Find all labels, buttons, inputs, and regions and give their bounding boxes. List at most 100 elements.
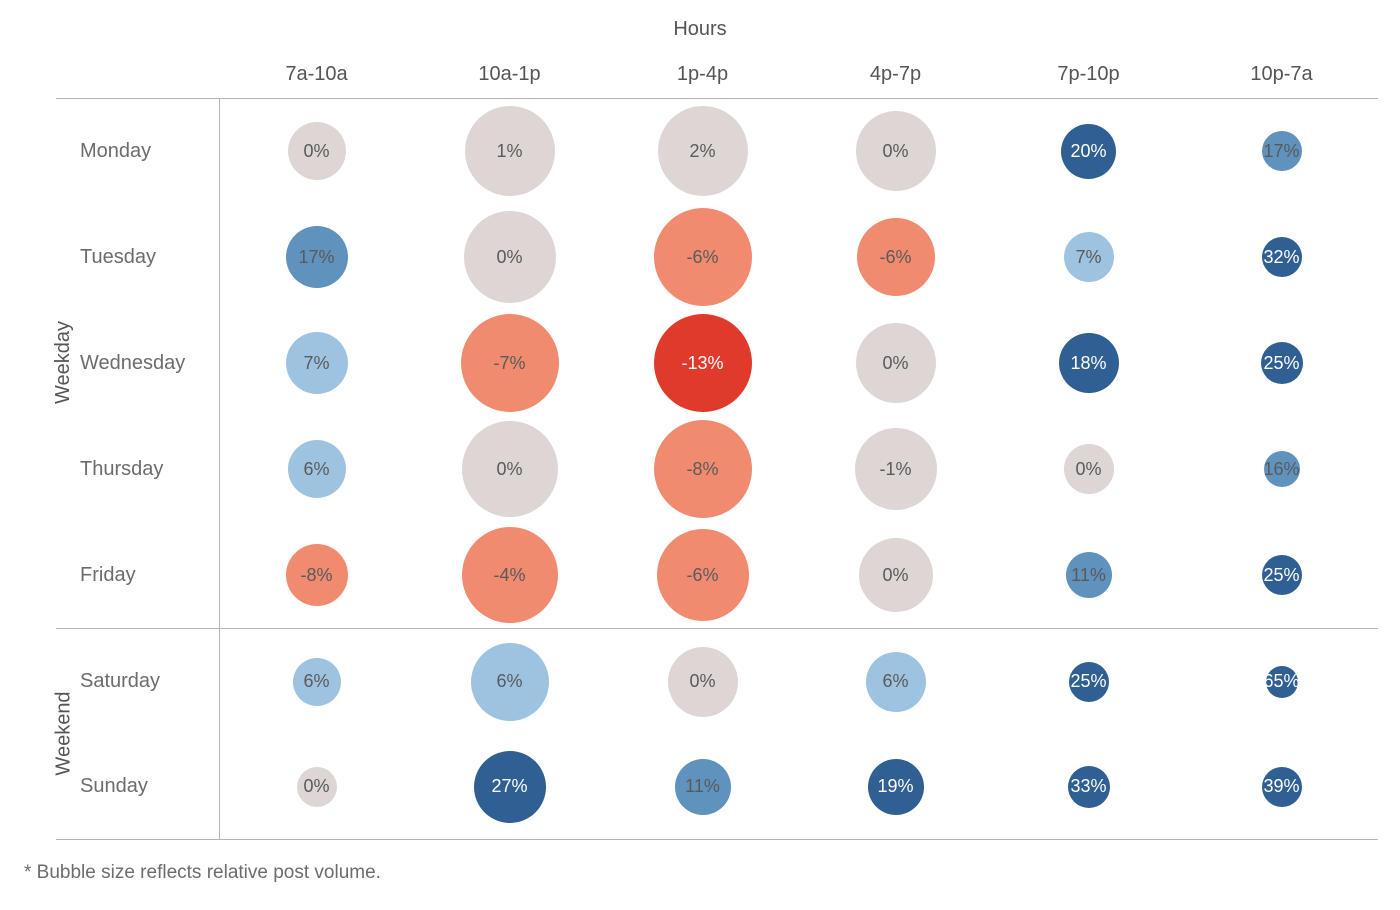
bubble-cell: 6% bbox=[413, 628, 606, 734]
chart-grid: 7a-10a10a-1p1p-4p4p-7p7p-10p10p-7aMonday… bbox=[56, 50, 1378, 850]
bubble-value: 25% bbox=[1263, 565, 1299, 586]
bubble-value: -7% bbox=[493, 353, 525, 374]
bubble: 27% bbox=[474, 751, 546, 823]
bubble-cell: 6% bbox=[220, 628, 413, 734]
row-label: Thursday bbox=[56, 416, 220, 522]
bubble-cell: -8% bbox=[220, 522, 413, 628]
bubble-value: 0% bbox=[303, 776, 329, 797]
bubble-cell: 7% bbox=[220, 310, 413, 416]
bubble: 0% bbox=[462, 421, 558, 517]
bubble: 11% bbox=[675, 759, 731, 815]
bubble-cell: 17% bbox=[220, 204, 413, 310]
bubble-value: -13% bbox=[681, 353, 723, 374]
bubble-value: -6% bbox=[879, 247, 911, 268]
bubble-cell: 2% bbox=[606, 98, 799, 204]
bubble: -8% bbox=[654, 420, 752, 518]
bubble-cell: 0% bbox=[992, 416, 1185, 522]
bubble-value: 0% bbox=[303, 141, 329, 162]
bubble-value: -6% bbox=[686, 565, 718, 586]
chart-footnote: * Bubble size reflects relative post vol… bbox=[24, 862, 381, 884]
bubble-value: 20% bbox=[1070, 141, 1106, 162]
bubble-cell: 0% bbox=[799, 98, 992, 204]
bubble-cell: 6% bbox=[220, 416, 413, 522]
x-axis-title: Hours bbox=[10, 18, 1390, 41]
bubble-value: -4% bbox=[493, 565, 525, 586]
bubble-value: 0% bbox=[496, 247, 522, 268]
bubble-value: -1% bbox=[879, 459, 911, 480]
bubble: 65% bbox=[1266, 666, 1298, 698]
bubble-cell: 27% bbox=[413, 734, 606, 840]
bubble-value: 6% bbox=[303, 459, 329, 480]
bubble-cell: 25% bbox=[1185, 310, 1378, 416]
bubble-value: 0% bbox=[882, 141, 908, 162]
grid-corner bbox=[56, 50, 220, 99]
row-label: Monday bbox=[56, 98, 220, 204]
bubble: 25% bbox=[1262, 555, 1302, 595]
bubble: 6% bbox=[288, 440, 346, 498]
bubble: -1% bbox=[855, 428, 937, 510]
bubble: -7% bbox=[461, 314, 559, 412]
bubble: 0% bbox=[288, 122, 346, 180]
bubble-cell: -1% bbox=[799, 416, 992, 522]
bubble-cell: 18% bbox=[992, 310, 1185, 416]
row-group-label: Weekday bbox=[52, 321, 75, 404]
bubble-value: 25% bbox=[1070, 671, 1106, 692]
bubble-cell: -4% bbox=[413, 522, 606, 628]
bubble: -6% bbox=[857, 218, 935, 296]
bubble: 18% bbox=[1059, 333, 1119, 393]
bubble-cell: 11% bbox=[992, 522, 1185, 628]
bubble: 39% bbox=[1262, 767, 1302, 807]
row-label: Sunday bbox=[56, 734, 220, 840]
bubble-cell: -8% bbox=[606, 416, 799, 522]
bubble-value: 6% bbox=[496, 671, 522, 692]
bubble: 7% bbox=[286, 332, 348, 394]
bubble: 0% bbox=[668, 647, 738, 717]
row-label: Tuesday bbox=[56, 204, 220, 310]
bubble: 16% bbox=[1264, 451, 1300, 487]
bubble-value: 6% bbox=[303, 671, 329, 692]
bubble-value: 33% bbox=[1070, 776, 1106, 797]
bubble-value: 0% bbox=[1075, 459, 1101, 480]
bubble: 7% bbox=[1064, 232, 1114, 282]
bubble-cell: 0% bbox=[220, 734, 413, 840]
bubble-value: 17% bbox=[1263, 141, 1299, 162]
bubble: 0% bbox=[859, 538, 933, 612]
bubble-value: 27% bbox=[491, 776, 527, 797]
bubble-value: 65% bbox=[1263, 671, 1299, 692]
column-header: 10p-7a bbox=[1185, 50, 1378, 99]
bubble: 0% bbox=[856, 111, 936, 191]
column-header: 1p-4p bbox=[606, 50, 799, 99]
bubble-value: 7% bbox=[303, 353, 329, 374]
bubble-cell: 7% bbox=[992, 204, 1185, 310]
bubble-cell: 65% bbox=[1185, 628, 1378, 734]
bubble: 17% bbox=[1262, 131, 1302, 171]
bubble-heatmap-chart: Hours 7a-10a10a-1p1p-4p4p-7p7p-10p10p-7a… bbox=[10, 10, 1390, 890]
bubble: 25% bbox=[1069, 662, 1109, 702]
bubble: -6% bbox=[654, 208, 752, 306]
bubble: 0% bbox=[297, 767, 337, 807]
bubble-value: 11% bbox=[685, 776, 720, 797]
bubble: -8% bbox=[286, 544, 348, 606]
bubble: 0% bbox=[464, 211, 556, 303]
row-label: Friday bbox=[56, 522, 220, 628]
bubble: 25% bbox=[1261, 342, 1303, 384]
bubble-cell: 1% bbox=[413, 98, 606, 204]
bubble: -4% bbox=[462, 527, 558, 623]
bubble-cell: 25% bbox=[992, 628, 1185, 734]
bubble-cell: 6% bbox=[799, 628, 992, 734]
bubble-value: 16% bbox=[1263, 459, 1299, 480]
bubble-cell: 20% bbox=[992, 98, 1185, 204]
bubble-value: 2% bbox=[689, 141, 715, 162]
bubble-cell: 39% bbox=[1185, 734, 1378, 840]
bubble-cell: 0% bbox=[799, 310, 992, 416]
bubble: 1% bbox=[465, 106, 555, 196]
bubble-cell: 11% bbox=[606, 734, 799, 840]
bubble-value: 11% bbox=[1071, 565, 1106, 586]
column-header: 10a-1p bbox=[413, 50, 606, 99]
bubble-value: 1% bbox=[496, 141, 522, 162]
bubble-cell: 0% bbox=[413, 416, 606, 522]
column-header: 4p-7p bbox=[799, 50, 992, 99]
bubble: 2% bbox=[658, 106, 748, 196]
row-label: Wednesday bbox=[56, 310, 220, 416]
bubble-value: 17% bbox=[298, 247, 334, 268]
